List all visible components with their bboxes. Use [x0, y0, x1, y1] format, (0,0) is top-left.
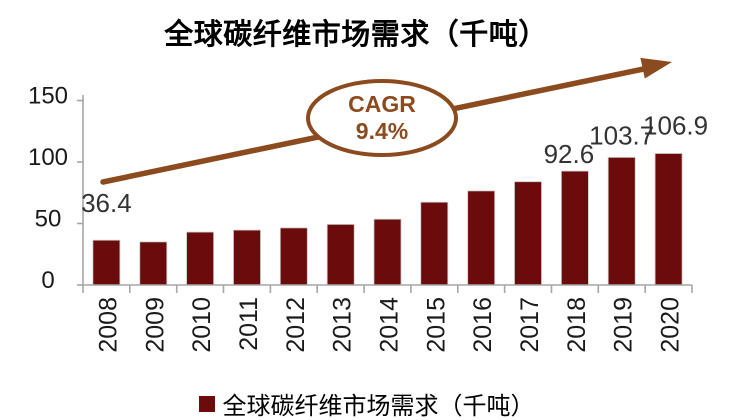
value-label-2020: 106.9 [643, 111, 708, 141]
y-tick-label-150: 150 [28, 83, 68, 110]
x-tick-label-2008: 2008 [94, 297, 122, 353]
value-label-2019: 103.7 [589, 120, 654, 150]
cagr-value: 9.4% [356, 118, 408, 144]
bar-2020 [654, 153, 683, 286]
y-tick-label-100: 100 [28, 144, 68, 171]
legend: 全球碳纤维市场需求（千吨） [0, 386, 733, 420]
x-tick-label-2009: 2009 [141, 297, 169, 353]
y-tick-label-0: 0 [41, 267, 54, 294]
x-tick-label-2020: 2020 [657, 297, 685, 353]
bar-2015 [420, 201, 449, 286]
bar-2011 [233, 229, 261, 286]
cagr-ellipse [306, 79, 458, 157]
x-tick-label-2015: 2015 [422, 297, 450, 353]
bar-2013 [326, 223, 355, 286]
bar-2012 [279, 227, 308, 286]
bar-2008 [92, 239, 121, 286]
bar-2009 [139, 241, 168, 286]
x-tick-label-2019: 2019 [610, 297, 638, 353]
x-tick-label-2016: 2016 [469, 297, 497, 353]
trend-arrowhead-icon [640, 57, 672, 79]
chart-title: 全球碳纤维市场需求（千吨） [164, 19, 548, 51]
bar-2016 [467, 190, 496, 286]
plot-area: 0 50 100 150 2008 36.4 2009 2010 2011 2012 2013 201… [28, 83, 708, 353]
x-tick-label-2011: 2011 [235, 297, 263, 351]
y-tick-label-50: 50 [35, 206, 62, 233]
bar-2014 [373, 218, 402, 286]
bar-2019 [607, 156, 636, 286]
x-tick-label-2013: 2013 [329, 297, 357, 353]
x-tick-label-2014: 2014 [376, 297, 404, 353]
value-label-2018: 92.6 [544, 139, 595, 169]
x-tick-label-2012: 2012 [282, 297, 310, 353]
bar-2010 [186, 231, 215, 286]
bar-2018 [561, 170, 589, 286]
x-tick-label-2018: 2018 [563, 297, 591, 353]
bar-2017 [514, 181, 542, 286]
cagr-label: CAGR [348, 91, 416, 117]
x-tick-label-2017: 2017 [516, 297, 544, 353]
x-tick-label-2010: 2010 [188, 297, 216, 353]
legend-swatch [198, 395, 215, 412]
value-label-2008: 36.4 [81, 188, 132, 218]
trend-annotation: CAGR 9.4% [100, 57, 672, 185]
legend-label: 全球碳纤维市场需求（千吨） [222, 393, 535, 420]
